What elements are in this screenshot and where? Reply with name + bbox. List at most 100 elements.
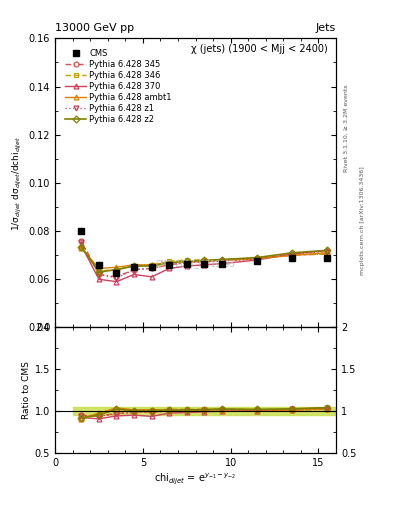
Pythia 6.428 346 [220, 257, 224, 263]
Pythia 6.428 z1 [325, 248, 330, 254]
Pythia 6.428 346 [325, 251, 330, 257]
Pythia 6.428 346 [114, 267, 119, 273]
Pythia 6.428 370 [149, 274, 154, 280]
Pythia 6.428 345 [132, 267, 136, 273]
Pythia 6.428 z1 [202, 259, 207, 265]
Pythia 6.428 ambt1 [149, 262, 154, 268]
Pythia 6.428 346 [255, 255, 259, 261]
Pythia 6.428 z2 [184, 258, 189, 264]
Pythia 6.428 ambt1 [290, 252, 294, 258]
Pythia 6.428 z2 [202, 258, 207, 264]
Pythia 6.428 370 [97, 276, 101, 282]
Text: 13000 GeV pp: 13000 GeV pp [55, 23, 134, 33]
Pythia 6.428 z2 [79, 244, 84, 250]
Pythia 6.428 z1 [220, 258, 224, 264]
Pythia 6.428 z1 [132, 267, 136, 273]
Pythia 6.428 345 [184, 260, 189, 266]
CMS [325, 254, 330, 261]
Pythia 6.428 345 [149, 265, 154, 271]
Pythia 6.428 z1 [255, 255, 259, 262]
CMS [149, 264, 154, 270]
Pythia 6.428 346 [290, 252, 294, 258]
Pythia 6.428 z2 [255, 254, 259, 261]
CMS [202, 261, 207, 267]
Pythia 6.428 345 [255, 255, 259, 262]
Pythia 6.428 370 [132, 271, 136, 278]
Text: CMS_2017_I1519995: CMS_2017_I1519995 [156, 260, 235, 268]
Pythia 6.428 z2 [132, 263, 136, 269]
Pythia 6.428 346 [132, 263, 136, 269]
Pythia 6.428 z1 [97, 271, 101, 278]
Pythia 6.428 ambt1 [202, 258, 207, 264]
Line: Pythia 6.428 370: Pythia 6.428 370 [79, 243, 330, 284]
Pythia 6.428 370 [79, 243, 84, 249]
Line: Pythia 6.428 z2: Pythia 6.428 z2 [79, 244, 330, 274]
Pythia 6.428 370 [255, 257, 259, 263]
Text: Jets: Jets [316, 23, 336, 33]
Pythia 6.428 ambt1 [167, 260, 171, 266]
Pythia 6.428 z2 [167, 260, 171, 266]
Line: Pythia 6.428 345: Pythia 6.428 345 [79, 238, 330, 279]
Pythia 6.428 z2 [325, 247, 330, 253]
Pythia 6.428 z2 [220, 257, 224, 263]
Text: χ (jets) (1900 < Mjj < 2400): χ (jets) (1900 < Mjj < 2400) [191, 44, 328, 54]
Pythia 6.428 z1 [167, 262, 171, 268]
Pythia 6.428 ambt1 [79, 245, 84, 251]
Pythia 6.428 370 [114, 279, 119, 285]
Pythia 6.428 345 [290, 252, 294, 258]
Y-axis label: Ratio to CMS: Ratio to CMS [22, 361, 31, 419]
Pythia 6.428 ambt1 [114, 264, 119, 270]
Legend: CMS, Pythia 6.428 345, Pythia 6.428 346, Pythia 6.428 370, Pythia 6.428 ambt1, P: CMS, Pythia 6.428 345, Pythia 6.428 346,… [62, 46, 175, 127]
Pythia 6.428 z2 [114, 267, 119, 273]
Pythia 6.428 z1 [79, 239, 84, 245]
Pythia 6.428 z2 [97, 269, 101, 275]
CMS [167, 262, 171, 268]
Pythia 6.428 ambt1 [220, 258, 224, 264]
Pythia 6.428 346 [202, 257, 207, 263]
Line: CMS: CMS [78, 228, 331, 276]
Line: Pythia 6.428 z1: Pythia 6.428 z1 [79, 240, 330, 281]
Pythia 6.428 z1 [114, 275, 119, 281]
Text: Rivet 3.1.10, ≥ 3.2M events: Rivet 3.1.10, ≥ 3.2M events [344, 84, 349, 172]
Pythia 6.428 345 [220, 257, 224, 263]
Pythia 6.428 346 [149, 262, 154, 268]
Y-axis label: 1/σ$_{dijet}$ dσ$_{dijet}$/dchi$_{dijet}$: 1/σ$_{dijet}$ dσ$_{dijet}$/dchi$_{dijet}… [11, 135, 24, 230]
CMS [290, 254, 294, 261]
Pythia 6.428 ambt1 [132, 262, 136, 268]
Pythia 6.428 z2 [149, 263, 154, 269]
Line: Pythia 6.428 346: Pythia 6.428 346 [79, 246, 330, 273]
Pythia 6.428 ambt1 [325, 250, 330, 256]
Line: Pythia 6.428 ambt1: Pythia 6.428 ambt1 [79, 246, 330, 271]
Pythia 6.428 346 [79, 245, 84, 251]
Pythia 6.428 z1 [290, 251, 294, 257]
CMS [184, 261, 189, 267]
Pythia 6.428 z2 [290, 250, 294, 256]
Pythia 6.428 ambt1 [255, 255, 259, 262]
Pythia 6.428 370 [325, 247, 330, 253]
Pythia 6.428 370 [167, 265, 171, 271]
Pythia 6.428 345 [325, 251, 330, 257]
Pythia 6.428 370 [290, 251, 294, 257]
Pythia 6.428 ambt1 [184, 259, 189, 265]
Pythia 6.428 z1 [149, 265, 154, 271]
Pythia 6.428 ambt1 [97, 265, 101, 271]
Pythia 6.428 370 [220, 261, 224, 267]
CMS [220, 261, 224, 267]
CMS [97, 262, 101, 268]
CMS [79, 228, 84, 234]
CMS [255, 258, 259, 264]
Pythia 6.428 346 [184, 257, 189, 263]
Pythia 6.428 z1 [184, 260, 189, 266]
CMS [132, 264, 136, 270]
Pythia 6.428 345 [114, 274, 119, 280]
Pythia 6.428 345 [202, 258, 207, 264]
X-axis label: chi$_{dijet}$ = e$^{y_{-1}-y_{-2}}$: chi$_{dijet}$ = e$^{y_{-1}-y_{-2}}$ [154, 471, 237, 485]
Pythia 6.428 370 [184, 263, 189, 269]
Pythia 6.428 345 [97, 271, 101, 278]
Text: mcplots.cern.ch [arXiv:1306.3436]: mcplots.cern.ch [arXiv:1306.3436] [360, 166, 365, 274]
Pythia 6.428 346 [167, 258, 171, 264]
Pythia 6.428 370 [202, 262, 207, 268]
Pythia 6.428 345 [79, 238, 84, 244]
Pythia 6.428 345 [167, 262, 171, 268]
Pythia 6.428 346 [97, 268, 101, 274]
